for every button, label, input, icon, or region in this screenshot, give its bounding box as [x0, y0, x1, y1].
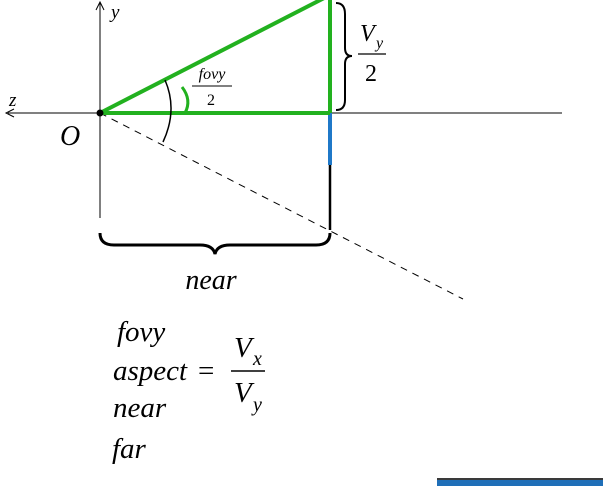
aspect-numerator-subscript: x — [252, 348, 262, 370]
angle-label-numerator: fovy — [199, 66, 227, 83]
angle-label-denominator: 2 — [207, 92, 215, 109]
y-axis-label: y — [109, 2, 120, 23]
param-near: near — [113, 392, 167, 424]
half-height-label-numerator: V — [360, 21, 377, 47]
param-aspect: aspect — [113, 355, 188, 387]
near-distance-brace — [98, 232, 332, 255]
half-height-brace — [335, 2, 353, 111]
param-fovy: fovy — [117, 316, 165, 348]
aspect-denominator: V — [234, 377, 255, 409]
z-axis-label: z — [8, 90, 17, 111]
half-height-label-denominator: 2 — [365, 61, 377, 87]
y-axis-arrowhead — [95, 0, 105, 11]
param-equals: = — [198, 355, 214, 387]
full-fov-arc — [162, 79, 172, 143]
near-label: near — [185, 265, 236, 296]
corner-bar-border — [437, 478, 603, 480]
half-height-label-numerator-subscript: y — [374, 35, 384, 52]
z-axis-arrowhead — [4, 108, 15, 118]
upper-view-ray — [99, 0, 325, 115]
origin-label: O — [60, 121, 80, 152]
param-far: far — [112, 433, 147, 465]
corner-bar — [437, 478, 603, 486]
aspect-numerator: V — [234, 332, 255, 364]
lower-view-ray — [99, 112, 464, 300]
half-fov-arc — [180, 86, 190, 114]
origin-point — [96, 109, 104, 117]
aspect-denominator-subscript: y — [251, 394, 262, 416]
